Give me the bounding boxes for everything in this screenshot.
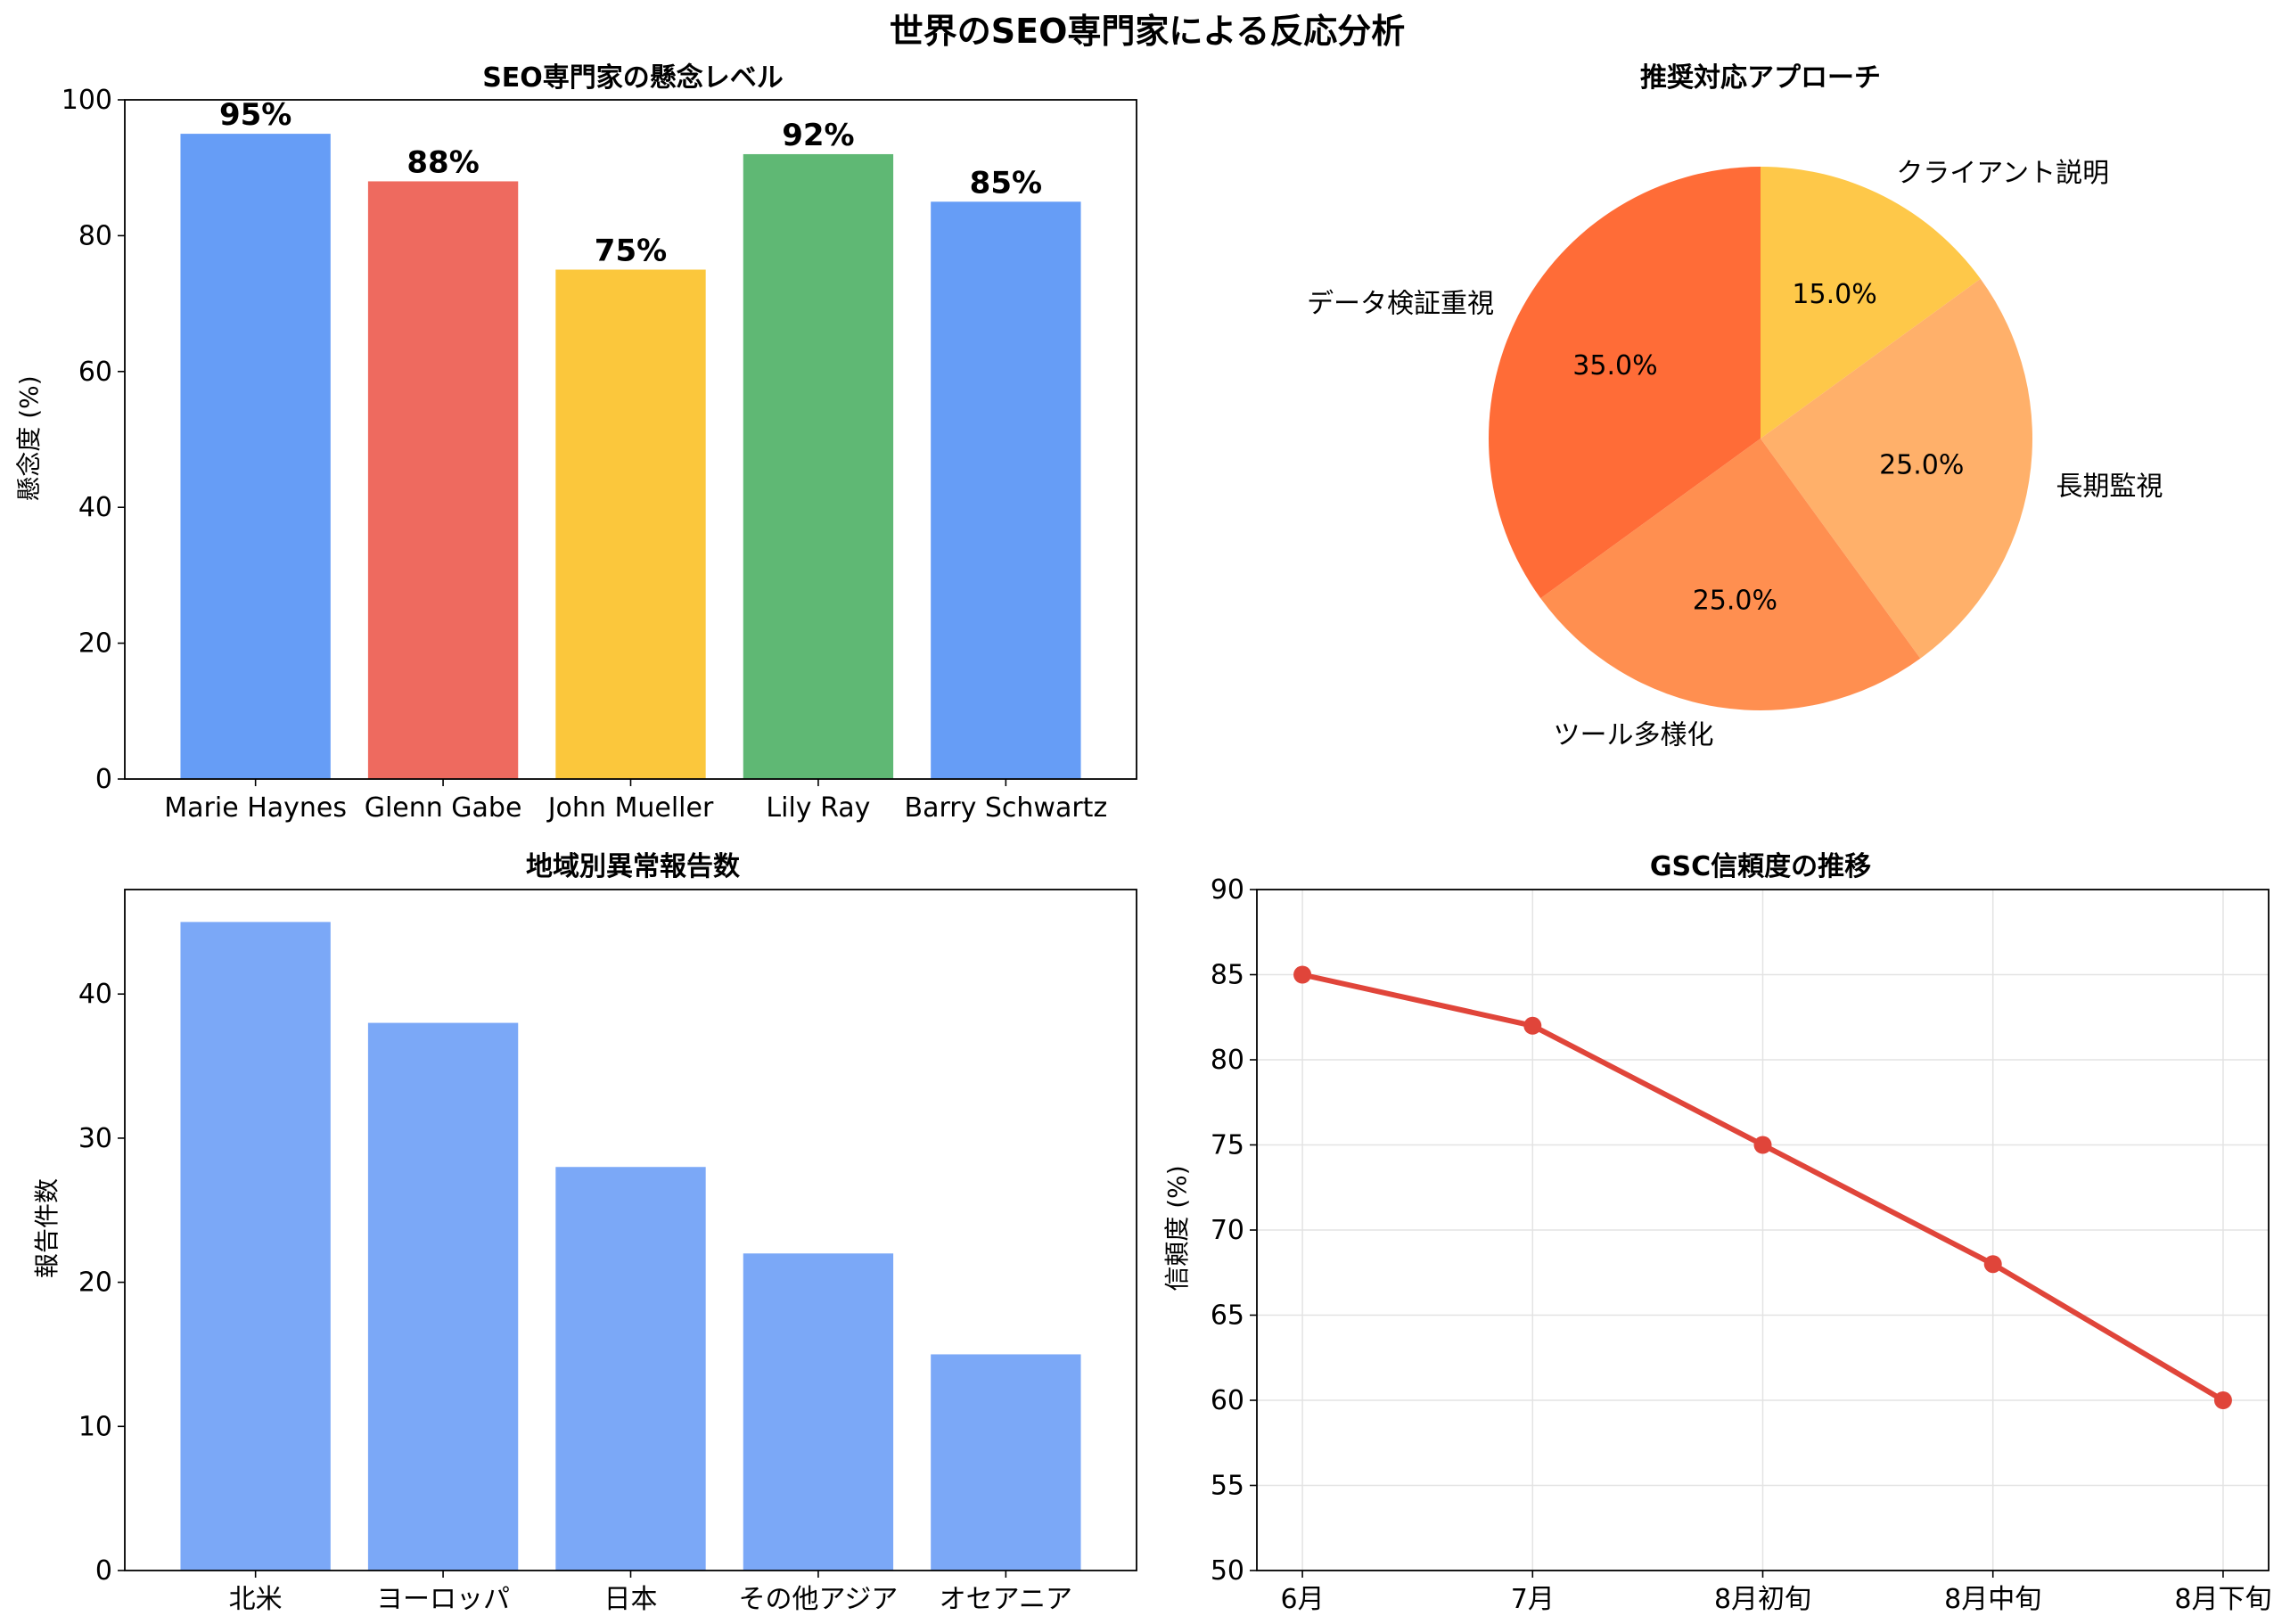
- y-tick-label: 30: [78, 1123, 112, 1154]
- concern-chart-title: SEO専門家の懸念レベル: [482, 62, 784, 94]
- y-tick-label: 65: [1211, 1300, 1244, 1332]
- x-tick-label: 6月: [1281, 1584, 1325, 1615]
- recommended-approach-pie: 推奨対応アプローチ 15.0% クライアント説明 25.0% 長期監視 25.0% ツール…: [1307, 62, 2163, 750]
- data-point-2: [1753, 1136, 1772, 1154]
- data-point-4: [2213, 1391, 2232, 1409]
- x-tick-label: 8月下旬: [2174, 1584, 2271, 1615]
- bar-2-1: [367, 1022, 519, 1571]
- y-tick-label: 80: [1211, 1045, 1244, 1076]
- x-tick-label: 8月中旬: [1944, 1584, 2041, 1615]
- x-tick-label: Marie Haynes: [164, 792, 347, 824]
- y-tick-label: 70: [1211, 1215, 1244, 1246]
- y-tick-label: 80: [78, 220, 112, 251]
- y-tick-label: 20: [78, 1267, 112, 1299]
- y-tick-label: 100: [62, 85, 112, 116]
- bar-value-label: 85%: [970, 165, 1042, 201]
- x-tick-label: オセアニア: [940, 1584, 1072, 1615]
- y-tick-label: 40: [78, 492, 112, 523]
- bar-0-2: [555, 269, 706, 779]
- y-tick-label: 40: [78, 979, 112, 1010]
- pie-percent-label: 25.0%: [1879, 450, 1964, 481]
- bar-0-4: [931, 201, 1081, 780]
- pie-category-label: データ検証重視: [1307, 289, 1494, 320]
- y-tick-label: 90: [1211, 874, 1244, 906]
- gsc-chart-y-axis-label: 信頼度 (%): [1162, 1165, 1192, 1291]
- plot-frame: [124, 99, 1137, 780]
- bar-0-3: [743, 153, 894, 779]
- bar-value-label: 88%: [406, 144, 479, 180]
- y-tick-label: 10: [78, 1411, 112, 1442]
- y-tick-label: 0: [95, 1555, 112, 1587]
- pie-category-label: ツール多様化: [1554, 719, 1714, 750]
- regional-reports-chart: 地域別異常報告数 報告件数 北米 ヨーロッパ 日本 その他アジア オセアニア 0 10 20 3…: [32, 851, 1137, 1615]
- bar-0-1: [367, 181, 519, 779]
- y-tick-label: 60: [1211, 1385, 1244, 1416]
- concern-level-chart: SEO専門家の懸念レベル 懸念度 (%) Marie Haynes 95% Glen…: [14, 62, 1137, 824]
- x-tick-label: 7月: [1511, 1584, 1555, 1615]
- x-tick-label: 8月初旬: [1714, 1584, 1811, 1615]
- x-tick-label: Lily Ray: [766, 792, 870, 824]
- pie-slice-2: [1540, 439, 1921, 710]
- gsc-chart-title: GSC信頼度の推移: [1650, 851, 1871, 882]
- y-tick-label: 60: [78, 357, 112, 388]
- figure-title: 世界のSEO専門家による反応分析: [890, 12, 1406, 51]
- y-tick-label: 75: [1211, 1130, 1244, 1161]
- plot-frame: [1256, 889, 2270, 1571]
- pie-slice-3: [1489, 167, 1761, 599]
- y-tick-label: 55: [1211, 1471, 1244, 1502]
- x-tick-label: 日本: [604, 1584, 658, 1615]
- data-point-1: [1523, 1016, 1542, 1035]
- bar-2-2: [555, 1167, 706, 1571]
- pie-slice-1: [1761, 278, 2032, 659]
- x-tick-label: Barry Schwartz: [904, 792, 1107, 824]
- bar-2-3: [743, 1253, 894, 1571]
- y-tick-label: 20: [78, 628, 112, 660]
- pie-category-label: クライアント説明: [1896, 158, 2109, 189]
- y-tick-label: 0: [95, 764, 112, 795]
- x-tick-label: 北米: [229, 1584, 283, 1615]
- bar-value-label: 92%: [782, 118, 854, 153]
- y-tick-label: 50: [1211, 1555, 1244, 1587]
- bar-2-0: [180, 922, 331, 1571]
- pie-percent-label: 35.0%: [1572, 350, 1657, 381]
- bar-value-label: 75%: [595, 234, 667, 269]
- concern-chart-y-axis-label: 懸念度 (%): [14, 375, 44, 501]
- regional-chart-y-axis-label: 報告件数: [32, 1178, 62, 1278]
- x-tick-label: Glenn Gabe: [365, 792, 522, 824]
- pie-slice-0: [1761, 167, 1981, 439]
- regional-chart-title: 地域別異常報告数: [526, 851, 741, 882]
- pie-percent-label: 15.0%: [1792, 279, 1876, 310]
- pie-category-label: 長期監視: [2056, 471, 2163, 502]
- x-tick-label: ヨーロッパ: [376, 1584, 510, 1615]
- gsc-trust-trend-chart: GSC信頼度の推移 信頼度 (%) 50 55 60 65 70 75 80 85 90 6月 7月…: [1162, 851, 2271, 1615]
- bar-2-4: [931, 1354, 1081, 1571]
- plot-frame: [124, 889, 1137, 1571]
- x-tick-label: John Mueller: [546, 792, 714, 824]
- bar-value-label: 95%: [219, 97, 291, 133]
- pie-percent-label: 25.0%: [1693, 586, 1777, 617]
- approach-chart-title: 推奨対応アプローチ: [1640, 62, 1881, 94]
- x-tick-label: その他アジア: [739, 1584, 899, 1615]
- y-tick-label: 85: [1211, 960, 1244, 991]
- data-point-3: [1983, 1255, 2002, 1274]
- data-point-0: [1293, 965, 1312, 984]
- bar-0-0: [180, 134, 331, 780]
